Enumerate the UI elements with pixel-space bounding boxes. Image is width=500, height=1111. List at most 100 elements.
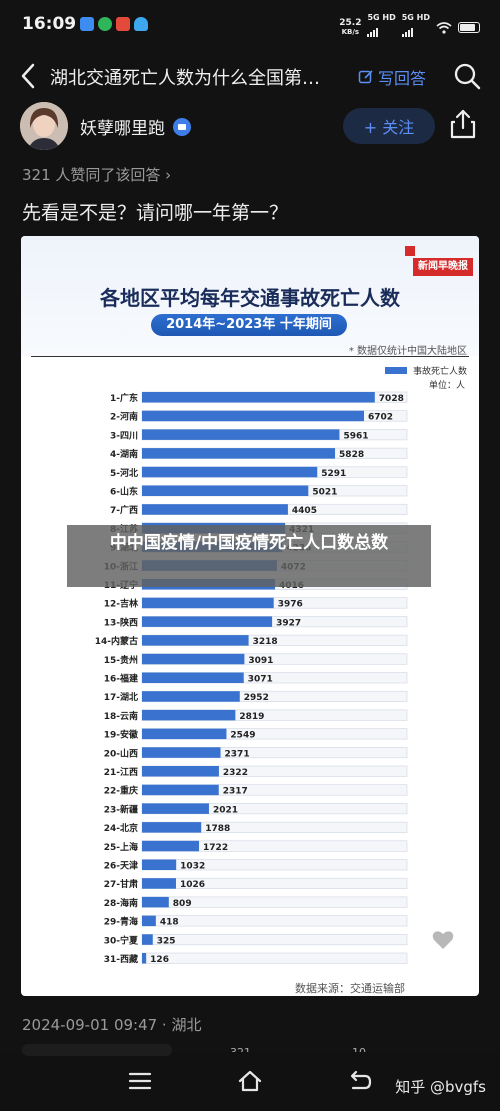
bar-chart: 1-广东 7028 2-河南 6702 3-四川 5961 4-湖南 5828 5-河北 5291… <box>95 391 408 965</box>
comment-input[interactable] <box>22 1044 172 1056</box>
value-label: 2371 <box>225 749 250 759</box>
bar <box>142 429 340 440</box>
value-label: 7028 <box>379 394 404 404</box>
top-nav: 湖北交通死亡人数为什么全国第… 写回答 <box>0 55 500 99</box>
qq-icon <box>134 17 148 31</box>
heart-icon[interactable] <box>432 930 454 950</box>
chart-note: * 数据仅统计中国大陆地区 <box>348 346 467 357</box>
category-label: 2-河南 <box>110 411 138 423</box>
follow-label: + 关注 <box>363 118 415 137</box>
chart-legend: 事故死亡人数 <box>384 364 467 377</box>
bar <box>142 840 200 852</box>
category-label: 27-甘肃 <box>104 878 138 890</box>
bar <box>142 635 249 646</box>
category-label: 17-湖北 <box>104 691 138 703</box>
bar <box>142 766 219 777</box>
category-label: 1-广东 <box>110 392 138 404</box>
menu-icon[interactable] <box>127 1068 153 1094</box>
value-label: 2952 <box>244 693 269 703</box>
category-label: 19-安徽 <box>104 729 139 741</box>
legend-swatch <box>384 367 407 374</box>
bar <box>142 597 274 609</box>
category-label: 20-山西 <box>104 747 138 759</box>
category-label: 25-上海 <box>104 841 138 853</box>
value-label: 325 <box>157 936 176 946</box>
bar <box>142 504 288 515</box>
bar <box>142 709 236 721</box>
write-answer-button[interactable]: 写回答 <box>358 65 426 89</box>
chart-image[interactable]: 新闻早晚报 各地区平均每年交通事故死亡人数 2014年~2023年 十年期间 *… <box>21 236 479 996</box>
share-icon[interactable] <box>448 108 478 140</box>
wifi-icon <box>436 21 452 34</box>
back-arrow-icon[interactable] <box>16 61 42 91</box>
status-bar: 16:09 25.2 KB/s 5G HD 5G HD <box>0 0 500 50</box>
value-label: 1032 <box>180 862 205 872</box>
category-label: 7-广西 <box>110 504 138 516</box>
value-label: 5828 <box>339 450 364 460</box>
answer-text: 先看是不是？请问哪一年第一？ <box>22 202 289 224</box>
bar <box>142 934 153 945</box>
network-speed: 25.2 KB/s <box>339 17 362 36</box>
value-label: 5021 <box>312 488 337 498</box>
category-label: 3-四川 <box>110 430 138 441</box>
edit-icon <box>358 70 373 84</box>
category-label: 29-青海 <box>104 916 138 928</box>
value-label: 2549 <box>230 731 255 741</box>
unit-label: 单位：人 <box>428 381 465 391</box>
value-label: 4405 <box>292 506 317 516</box>
search-icon[interactable] <box>452 61 482 91</box>
zhihu-watermark: 知乎 @bvgfs <box>395 1078 486 1096</box>
system-indicators: 25.2 KB/s 5G HD 5G HD <box>339 14 480 41</box>
value-label: 2021 <box>213 805 238 815</box>
bar-track <box>141 933 408 946</box>
signal-2: 5G HD <box>401 14 430 41</box>
chart-subtitle: 2014年~2023年 十年期间 <box>151 314 347 336</box>
wechat-icon <box>98 17 112 31</box>
bar <box>142 915 156 927</box>
home-icon[interactable] <box>237 1068 263 1094</box>
data-source: 数据来源：交通运输部 <box>295 982 405 995</box>
category-label: 24-北京 <box>104 822 138 834</box>
value-label: 809 <box>173 899 192 909</box>
battery-icon <box>458 22 480 33</box>
category-label: 21-江西 <box>104 766 138 778</box>
value-label: 3927 <box>276 618 301 628</box>
question-title[interactable]: 湖北交通死亡人数为什么全国第… <box>50 68 320 89</box>
bar-track <box>141 952 408 964</box>
bar <box>142 803 209 814</box>
bar <box>142 728 227 740</box>
bar <box>142 616 273 627</box>
bar-track <box>141 915 408 927</box>
value-label: 2317 <box>223 787 248 797</box>
bar <box>142 784 219 796</box>
value-label: 126 <box>150 955 169 965</box>
bar <box>142 878 176 889</box>
agree-count[interactable]: 321 人赞同了该回答 › <box>22 166 172 184</box>
bar <box>142 466 318 478</box>
category-label: 30-宁夏 <box>104 934 139 946</box>
category-label: 6-山东 <box>110 486 138 498</box>
category-label: 5-河北 <box>110 467 138 479</box>
divider <box>31 356 469 357</box>
bar <box>142 822 202 833</box>
bar <box>142 653 245 665</box>
value-label: 3976 <box>278 600 303 610</box>
app-icon <box>80 17 94 31</box>
bar <box>142 859 177 870</box>
category-label: 13-陕西 <box>104 616 138 628</box>
notification-icons <box>80 17 148 31</box>
bar <box>142 896 169 908</box>
bar <box>142 953 147 964</box>
category-label: 18-云南 <box>104 710 138 722</box>
value-label: 2322 <box>223 768 248 778</box>
legend-label: 事故死亡人数 <box>412 367 467 377</box>
back-nav-icon[interactable] <box>347 1068 373 1094</box>
value-label: 3091 <box>248 656 273 666</box>
bar <box>142 485 309 496</box>
value-label: 3071 <box>248 675 273 685</box>
follow-button[interactable]: + 关注 <box>343 108 435 144</box>
author-name[interactable]: 妖孽哪里跑 <box>80 114 191 139</box>
value-label: 1788 <box>205 824 230 834</box>
bar <box>142 747 221 758</box>
avatar[interactable] <box>20 102 68 150</box>
